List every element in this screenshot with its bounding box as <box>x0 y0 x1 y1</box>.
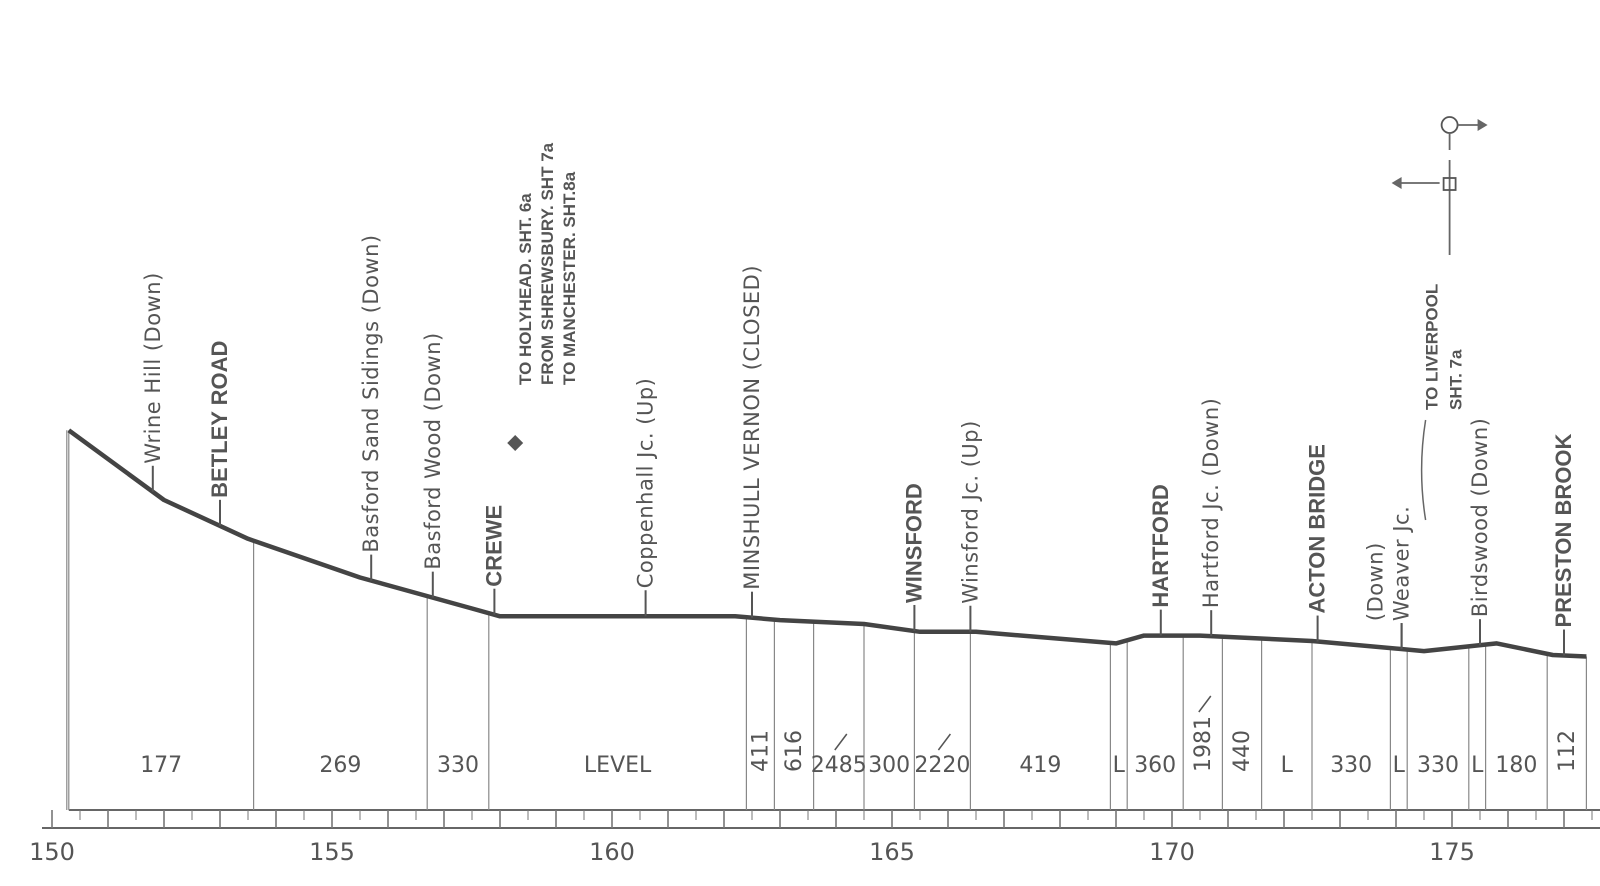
gradient-label: 1981 <box>1191 716 1216 772</box>
gradient-direction-arrow <box>1198 695 1212 713</box>
crewe-junction-diamond <box>507 435 524 451</box>
gradient-label: 180 <box>1495 753 1537 778</box>
station-label: PRESTON BROOK <box>1551 433 1576 627</box>
gradient-label: 440 <box>1230 730 1255 772</box>
axis-tick-label: 150 <box>29 838 75 866</box>
gradient-label: L <box>1471 753 1484 778</box>
gradient-label: L <box>1113 753 1126 778</box>
station-label: Wrine Hill (Down) <box>141 272 165 464</box>
branch-notes: TO HOLYHEAD. SHT. 6a FROM SHREWSBURY. SHT… <box>507 116 1488 521</box>
arrow-right-head <box>1477 119 1488 131</box>
gradient-label: 330 <box>1417 753 1459 778</box>
gradient-label: 330 <box>1330 753 1372 778</box>
axis-tick-label: 155 <box>309 838 355 866</box>
gradient-label: 2220 <box>914 753 970 778</box>
gradient-label: L <box>1281 753 1294 778</box>
station-label: MINSHULL VERNON (CLOSED) <box>740 265 764 590</box>
station-label: Birdswood (Down) <box>1468 418 1492 618</box>
gradient-direction-arrow <box>937 733 952 751</box>
signal-box-symbol <box>1442 177 1457 191</box>
gradient-label: 616 <box>782 730 807 772</box>
gradient-label: 2485 <box>811 753 867 778</box>
station-label: Basford Sand Sidings (Down) <box>359 234 383 552</box>
crewe-branch-note: FROM SHREWSBURY. SHT 7a <box>538 142 557 385</box>
gradient-label: 330 <box>437 753 479 778</box>
axis-tick-label: 165 <box>869 838 915 866</box>
gradient-label: 360 <box>1134 753 1176 778</box>
station-label: WINSFORD <box>901 483 926 603</box>
gradient-section-dividers <box>66 430 1588 810</box>
gradient-label: 177 <box>140 753 182 778</box>
gradient-label: 419 <box>1019 753 1061 778</box>
crewe-branch-note: TO HOLYHEAD. SHT. 6a <box>516 193 535 385</box>
gradient-direction-arrow <box>834 733 848 751</box>
track-profile <box>67 428 1587 659</box>
station-label: Weaver Jc. <box>1390 506 1414 621</box>
station-label: (Down) <box>1364 542 1388 621</box>
gradient-labels: 177 269 330 LEVEL 411 616 2485 300 2220 419 L 360 19… <box>140 695 1580 778</box>
station-label: Coppenhall Jc. (Up) <box>634 378 658 589</box>
gradient-label: L <box>1393 753 1406 778</box>
weaver-branch-note: TO LIVERPOOL <box>1423 284 1442 410</box>
station-label: Hartford Jc. (Down) <box>1199 398 1223 609</box>
axis-tick-label: 160 <box>589 838 635 866</box>
gradient-label: 411 <box>748 730 773 772</box>
gradient-label: LEVEL <box>584 753 652 778</box>
station-label: Winsford Jc. (Up) <box>958 420 982 604</box>
station-markers: Wrine Hill (Down) BETLEY ROAD Basford Sand… <box>141 234 1576 656</box>
arrow-left-head <box>1391 177 1402 189</box>
gradient-label: 269 <box>319 753 361 778</box>
crewe-branch-note: TO MANCHESTER. SHT.8a <box>560 171 579 385</box>
weaver-branch-note: SHT. 7a <box>1447 349 1466 410</box>
gradient-label: 112 <box>1555 730 1580 772</box>
track-profile-line <box>67 428 1587 659</box>
station-label: Basford Wood (Down) <box>421 332 445 569</box>
axis-tick-label: 170 <box>1149 838 1195 866</box>
station-label: BETLEY ROAD <box>207 341 232 498</box>
station-label: ACTON BRIDGE <box>1305 444 1330 614</box>
gradient-label: 300 <box>868 753 910 778</box>
weaver-brace <box>1420 419 1427 521</box>
station-label: HARTFORD <box>1148 484 1173 607</box>
axis-tick-label: 175 <box>1429 838 1475 866</box>
station-label: CREWE <box>481 505 506 587</box>
mileage-axis: 150 155 160 165 170 175 <box>29 809 1600 866</box>
signal-lamp-symbol <box>1440 116 1459 134</box>
